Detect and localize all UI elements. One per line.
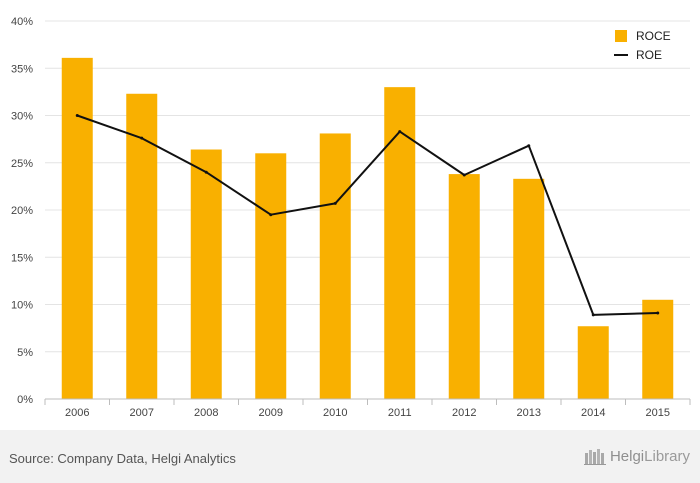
chart: 0% 5% 10% 15% 20% 25% 30% 35% 40% 2006 2007 2008 200… xyxy=(11,16,691,419)
logo-text-helgi: Helgi xyxy=(609,447,645,465)
legend-swatch-roce xyxy=(615,30,627,42)
y-tick-label: 35% xyxy=(11,63,33,75)
point-roe-2006 xyxy=(75,114,79,117)
x-tick-label: 2014 xyxy=(581,407,605,419)
bar-roce-2008 xyxy=(190,149,222,399)
x-tick-label: 2015 xyxy=(646,407,670,419)
y-tick-label: 0% xyxy=(17,394,33,406)
point-roe-2012 xyxy=(462,173,466,177)
bar-roce-2009 xyxy=(255,153,287,399)
x-tick-label: 2008 xyxy=(194,407,218,419)
line-roe xyxy=(76,114,658,316)
x-tick-label: 2009 xyxy=(259,407,283,419)
x-tick-label: 2013 xyxy=(517,407,541,419)
footer: Source: Company Data, Helgi Analytics He… xyxy=(0,430,700,483)
y-tick-label: 5% xyxy=(17,347,33,359)
point-roe-2014 xyxy=(591,313,595,317)
source-note: Source: Company Data, Helgi Analytics xyxy=(9,451,236,466)
point-roe-2015 xyxy=(656,311,660,315)
line-series-roe xyxy=(75,114,660,317)
x-tick-label: 2007 xyxy=(130,407,154,419)
legend-label-roce: ROCE xyxy=(636,29,671,43)
axes: 0% 5% 10% 15% 20% 25% 30% 35% 40% 2006 2007 2008 200… xyxy=(11,16,691,419)
point-roe-2008 xyxy=(204,170,208,174)
bar-roce-2011 xyxy=(384,87,416,400)
bar-roce-2015 xyxy=(642,299,674,399)
helgi-library-logo: HelgiLibrary xyxy=(583,447,690,465)
point-roe-2010 xyxy=(333,201,337,205)
point-roe-2013 xyxy=(527,144,531,148)
bar-roce-2013 xyxy=(513,178,545,399)
point-roe-2011 xyxy=(398,130,402,134)
y-tick-label: 10% xyxy=(11,300,33,312)
y-tick-label: 40% xyxy=(11,16,33,28)
bar-roce-2006 xyxy=(61,57,93,399)
bar-roce-2012 xyxy=(448,174,480,399)
x-tick-label: 2012 xyxy=(452,407,476,419)
x-tick-label: 2010 xyxy=(323,407,347,419)
point-roe-2007 xyxy=(140,136,144,140)
y-tick-label: 30% xyxy=(11,111,33,123)
y-tick-label: 20% xyxy=(11,205,33,217)
library-books-icon xyxy=(583,449,606,465)
y-tick-label: 15% xyxy=(11,252,33,264)
legend-label-roe: ROE xyxy=(636,48,662,62)
bar-roce-2014 xyxy=(577,326,609,399)
bar-series-roce xyxy=(61,57,674,400)
x-tick-label: 2011 xyxy=(388,407,412,419)
bar-roce-2010 xyxy=(319,133,351,399)
legend: ROCE ROE xyxy=(614,29,671,62)
point-roe-2009 xyxy=(269,213,273,217)
logo-text-library: Library xyxy=(644,447,690,465)
x-tick-label: 2006 xyxy=(65,407,89,419)
y-tick-label: 25% xyxy=(11,158,33,170)
